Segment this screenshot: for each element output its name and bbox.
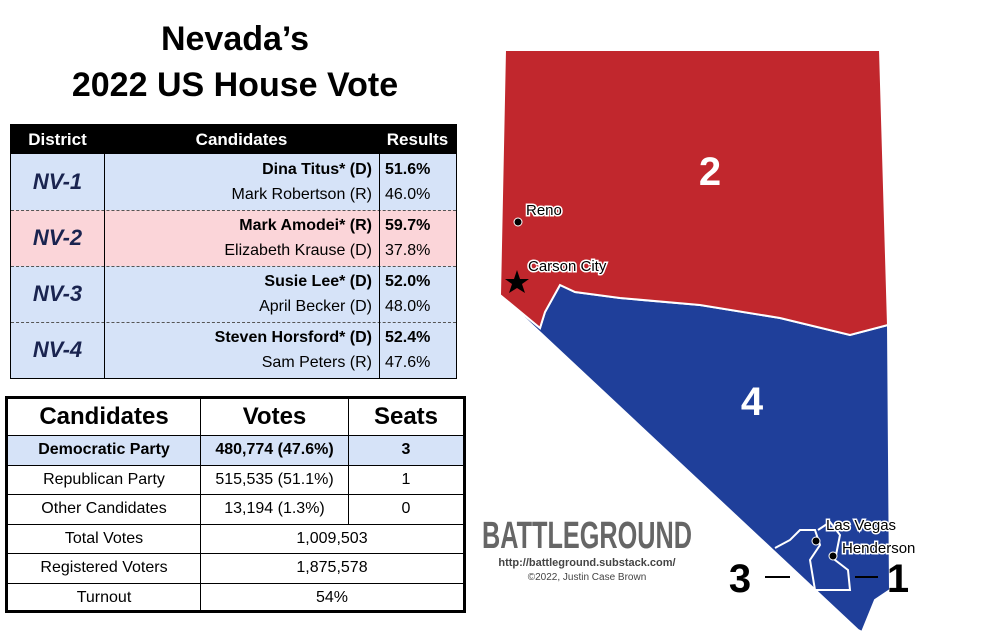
city-dot xyxy=(828,551,838,561)
city-label: Henderson xyxy=(842,540,915,557)
district-name: NV-3 xyxy=(32,281,83,306)
header-cell: District xyxy=(11,125,104,154)
district-name: NV-2 xyxy=(32,225,83,250)
candidate-result: 46.0% xyxy=(385,185,431,203)
summary-cell: 3 xyxy=(349,436,463,466)
column-rule xyxy=(104,125,105,378)
total-value: 1,875,578 xyxy=(201,554,463,584)
candidate-result: 52.4% xyxy=(385,328,431,346)
summary-cell: 1 xyxy=(349,465,463,495)
title-line: 2022 US House Vote xyxy=(71,66,399,104)
candidate-name: Mark Amodei* (R) xyxy=(239,216,372,234)
header-cell: Votes xyxy=(201,399,349,436)
brand-credit: ©2022, Justin Case Brown xyxy=(528,572,647,583)
candidate-name: Mark Robertson (R) xyxy=(231,185,372,203)
candidate-result: 37.8% xyxy=(385,241,431,259)
candidate-name: Sam Peters (R) xyxy=(261,353,372,371)
candidate-name: Dina Titus* (D) xyxy=(262,160,372,178)
summary-cell: 0 xyxy=(349,495,463,525)
district-3-outline xyxy=(774,520,852,591)
summary-cell: 515,535 (51.1%) xyxy=(201,465,349,495)
summary-cell: Other Candidates xyxy=(8,495,201,525)
city-dot xyxy=(811,536,821,546)
total-label: Total Votes xyxy=(8,524,201,554)
header-cell: Candidates xyxy=(104,125,379,154)
district-label: 3 xyxy=(729,557,751,601)
district-name: NV-4 xyxy=(32,337,83,362)
header-cell: Seats xyxy=(349,399,463,436)
capital-star xyxy=(505,270,529,293)
total-label: Registered Voters xyxy=(8,554,201,584)
row-bg xyxy=(11,322,456,378)
city-dot xyxy=(513,217,523,227)
candidate-name: Steven Horsford* (D) xyxy=(214,328,372,346)
title-line: Nevada’s xyxy=(160,20,310,58)
header-cell: Results xyxy=(379,125,456,154)
summary-cell: 13,194 (1.3%) xyxy=(201,495,349,525)
header-cell: Candidates xyxy=(8,399,201,436)
candidate-result: 47.6% xyxy=(385,353,431,371)
district-label: 1 xyxy=(887,557,909,601)
brand-name: BATTLEGROUND xyxy=(482,515,692,557)
candidate-result: 51.6% xyxy=(385,160,431,178)
candidate-name: April Becker (D) xyxy=(259,297,372,315)
district-table: District Candidates Results NV-1 Dina Titus*… xyxy=(10,124,457,379)
district-2 xyxy=(498,49,890,337)
candidate-result: 48.0% xyxy=(385,297,431,315)
total-value: 54% xyxy=(315,589,349,607)
district-label: 4 xyxy=(741,380,764,424)
summary-cell: 480,774 (47.6%) xyxy=(201,436,349,466)
row-bg xyxy=(11,154,456,210)
city-label: Carson City xyxy=(528,258,607,275)
summary-table: Candidates Votes Seats Democratic Party 480,… xyxy=(5,396,466,613)
city-label: Las Vegas xyxy=(826,517,896,534)
candidate-result: 52.0% xyxy=(385,272,431,290)
city-label: Reno xyxy=(526,202,562,219)
summary-cell: Democratic Party xyxy=(8,436,201,466)
row-bg xyxy=(11,210,456,266)
district-name: NV-1 xyxy=(32,169,83,194)
candidate-result: 59.7% xyxy=(385,216,431,234)
column-rule xyxy=(379,125,380,378)
row-bg xyxy=(11,266,456,322)
summary-cell: Republican Party xyxy=(8,465,201,495)
brand-url: http://battleground.substack.com/ xyxy=(498,557,675,569)
district-label: 2 xyxy=(699,150,721,194)
total-value: 1,009,503 xyxy=(201,525,463,554)
candidate-name: Elizabeth Krause (D) xyxy=(224,241,372,259)
total-label: Turnout xyxy=(8,583,201,613)
candidate-name: Susie Lee* (D) xyxy=(264,272,372,290)
